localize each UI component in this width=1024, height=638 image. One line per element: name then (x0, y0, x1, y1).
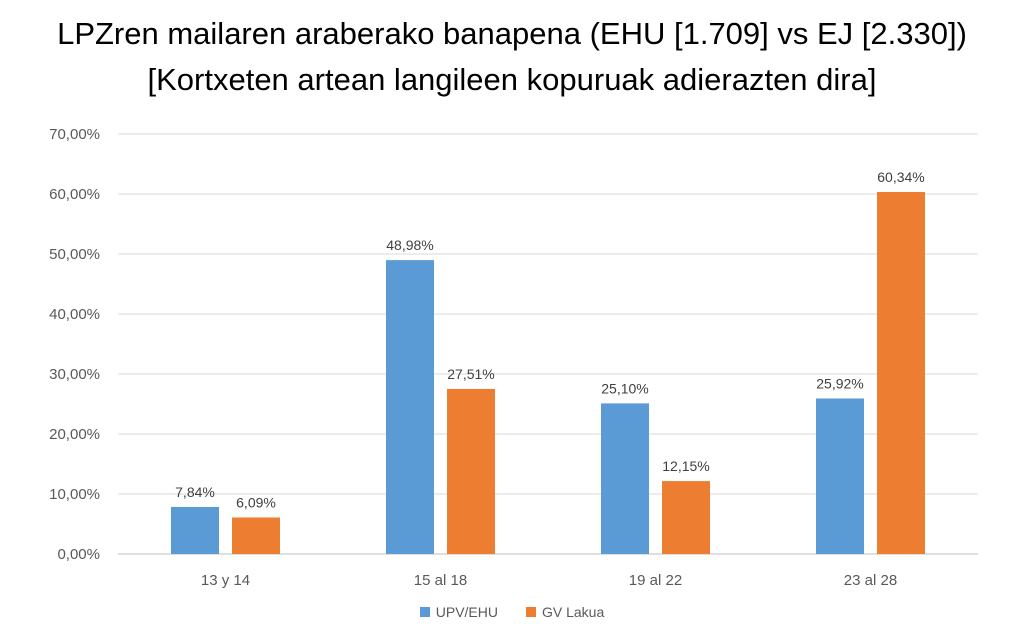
data-label: 60,34% (877, 169, 924, 185)
legend-swatch-upv-ehu (419, 607, 430, 617)
bar (232, 517, 280, 554)
y-tick-label: 20,00% (49, 426, 100, 443)
bar (447, 388, 495, 554)
x-tick-label: 13 y 14 (201, 572, 250, 589)
y-tick-label: 50,00% (49, 246, 100, 263)
y-tick-label: 30,00% (49, 366, 100, 383)
data-label: 48,98% (386, 237, 433, 253)
data-label: 27,51% (447, 366, 494, 382)
legend-item-upv-ehu: UPV/EHU (419, 604, 498, 620)
y-tick-label: 60,00% (49, 186, 100, 203)
data-label: 25,10% (601, 380, 648, 396)
legend-item-gv-lakua: GV Lakua (525, 604, 605, 620)
bar (662, 481, 710, 554)
bar (877, 191, 925, 554)
data-label: 25,92% (816, 375, 863, 391)
bar (601, 403, 649, 554)
data-label: 6,09% (236, 494, 276, 510)
chart-title: LPZren mailaren araberako banapena (EHU … (57, 16, 967, 51)
y-tick-label: 70,00% (49, 126, 100, 143)
legend-label-upv-ehu: UPV/EHU (435, 604, 498, 620)
x-tick-label: 23 al 28 (844, 572, 897, 589)
y-tick-label: 40,00% (49, 306, 100, 323)
bar (171, 506, 219, 554)
data-label: 7,84% (175, 484, 215, 500)
x-tick-label: 19 al 22 (629, 572, 682, 589)
chart-subtitle: [Kortxeten artean langileen kopuruak adi… (147, 62, 877, 97)
legend-swatch-gv-lakua (525, 607, 536, 617)
bar (386, 260, 434, 554)
legend-label-gv-lakua: GV Lakua (541, 604, 605, 620)
bar (816, 398, 864, 554)
y-tick-label: 10,00% (49, 486, 100, 503)
data-label: 12,15% (662, 458, 709, 474)
x-tick-label: 15 al 18 (414, 572, 467, 589)
y-tick-label: 0,00% (57, 546, 100, 563)
legend: UPV/EHU GV Lakua (0, 604, 1024, 620)
